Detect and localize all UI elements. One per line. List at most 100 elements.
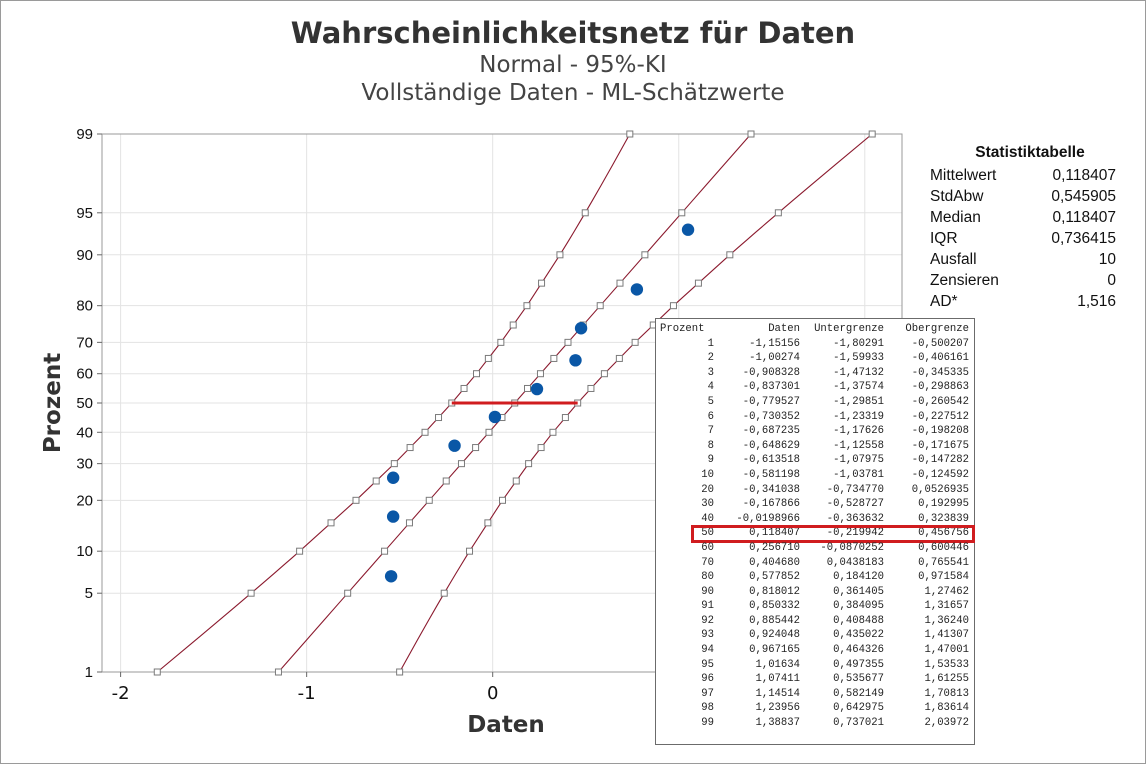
fitted-line-marker [596,302,604,310]
percentile-row: 5 -0,779527 -1,29851 -0,260542 [656,395,974,410]
cell-prozent: 92 [701,614,714,627]
cell-obergrenze: -0,227512 [911,410,969,423]
fitted-line-marker [616,279,624,287]
fitted-line-marker [457,460,465,468]
stat-row: Mittelwert 0,118407 [930,165,1116,186]
cell-daten: -0,687235 [742,425,800,438]
cell-obergrenze: 2,03972 [924,717,969,730]
fitted-line-marker [344,589,352,597]
header-untergrenze: Untergrenze [814,323,884,335]
y-tick-label: 70 [76,334,93,351]
cell-obergrenze: 0,765541 [918,556,969,569]
cell-prozent: 97 [701,687,714,700]
cell-untergrenze: 0,384095 [833,600,884,613]
cell-untergrenze: -1,29851 [833,395,884,408]
upper-band-marker [868,130,876,138]
cell-obergrenze: 1,83614 [924,702,969,715]
y-tick-label: 60 [76,366,93,383]
cell-obergrenze: 1,41307 [924,629,969,642]
fitted-line-marker [523,384,531,392]
chart-subtitle-distribution: Normal - 95%-KI [479,52,667,78]
stat-row: StdAbw 0,545905 [930,186,1116,207]
header-prozent: Prozent [660,323,705,335]
cell-prozent: 1 [707,337,714,350]
percentile-row: 95 1,01634 0,497355 1,53533 [656,658,974,673]
stat-row: IQR 0,736415 [930,228,1116,249]
cell-untergrenze: 0,435022 [833,629,884,642]
cell-prozent: 8 [707,439,714,452]
stat-label: StdAbw [930,188,984,205]
lower-band-marker [523,302,531,310]
y-tick-label: 80 [76,298,93,315]
percentile-row: 4 -0,837301 -1,37574 -0,298863 [656,380,974,395]
y-tick-label: 30 [76,456,93,473]
lower-band-marker [247,589,255,597]
upper-band-marker [525,460,533,468]
stat-row: Zensieren 0 [930,270,1116,291]
cell-obergrenze: -0,147282 [911,454,969,467]
lower-band-marker [484,354,492,362]
x-tick-label: -1 [298,683,316,704]
cell-daten: -0,0198966 [736,512,800,525]
percentile-row: 60 0,256710 -0,0870252 0,600446 [656,541,974,556]
fitted-line-marker [564,338,572,346]
upper-band-marker [466,547,474,555]
data-point [386,510,400,523]
percentile-table-header: Prozent Daten Untergrenze Obergrenze [656,322,974,337]
y-tick-label: 40 [76,424,93,441]
cell-untergrenze: 0,535677 [833,673,884,686]
cell-prozent: 93 [701,629,714,642]
cell-untergrenze: -0,0870252 [820,541,884,554]
percentile-row: 10 -0,581198 -1,03781 -0,124592 [656,468,974,483]
cell-untergrenze: 0,0438183 [826,556,884,569]
percentile-row: 40 -0,0198966 -0,363632 0,323839 [656,512,974,527]
cell-obergrenze: 1,36240 [924,614,969,627]
cell-daten: -0,167866 [742,498,800,511]
data-point [681,223,695,236]
statistics-table-title: Statistiktabelle [975,144,1085,161]
cell-daten: 1,23956 [755,702,800,715]
y-tick-label: 1 [85,664,93,681]
percentile-row: 9 -0,613518 -1,07975 -0,147282 [656,453,974,468]
fitted-line-marker [678,209,686,217]
cell-untergrenze: 0,464326 [833,644,884,657]
y-tick-label: 5 [85,585,93,602]
y-tick-label: 50 [76,395,93,412]
percentile-row: 93 0,924048 0,435022 1,41307 [656,628,974,643]
cell-obergrenze: 1,70813 [924,687,969,700]
upper-band-marker [774,209,782,217]
x-tick-label: 0 [487,683,498,704]
y-tick-label: 90 [76,247,93,264]
stat-value: 0,545905 [1051,188,1116,205]
percentile-row: 96 1,07411 0,535677 1,61255 [656,672,974,687]
stat-row: Ausfall 10 [930,249,1116,270]
cell-untergrenze: -1,03781 [833,468,884,481]
upper-band-marker [484,519,492,527]
upper-band-marker [587,384,595,392]
lower-band-marker [327,519,335,527]
cell-prozent: 5 [707,395,714,408]
cell-daten: 0,850332 [749,600,800,613]
upper-band-marker [396,668,404,676]
fitted-line-marker [405,519,413,527]
fitted-line-marker [641,251,649,259]
lower-band-marker [406,444,414,452]
cell-prozent: 10 [701,468,714,481]
cell-untergrenze: -1,80291 [833,337,884,350]
cell-obergrenze: -0,298863 [911,381,969,394]
lower-band-marker [556,251,564,259]
upper-band-marker [726,251,734,259]
cell-prozent: 95 [701,658,714,671]
cell-daten: 0,924048 [749,629,800,642]
cell-prozent: 60 [701,541,714,554]
lower-band-marker [352,496,360,504]
x-axis-label: Daten [467,712,545,738]
percentile-row: 70 0,404680 0,0438183 0,765541 [656,556,974,571]
lower-band-marker [460,384,468,392]
y-tick-label: 95 [76,205,93,222]
cell-untergrenze: 0,642975 [833,702,884,715]
cell-untergrenze: -1,47132 [833,366,884,379]
stat-label: IQR [930,230,958,247]
cell-obergrenze: -0,500207 [911,337,969,350]
cell-daten: -1,00274 [749,352,800,365]
